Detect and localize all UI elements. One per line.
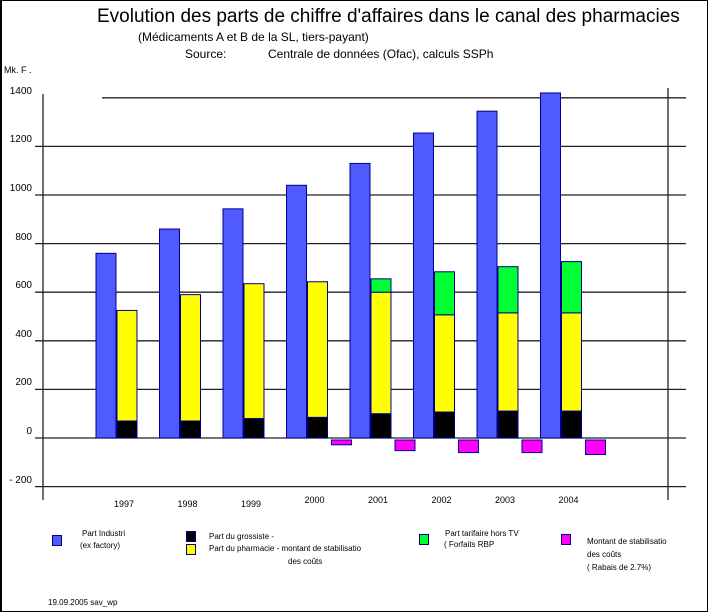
legend-label-wholesaler: Part du grossiste - — [209, 532, 274, 541]
legend-swatch-wholesaler — [186, 531, 196, 542]
y-tick-label: 600 — [15, 280, 32, 292]
legend-swatch-industry — [52, 535, 62, 546]
bar-wholesaler-2001 — [370, 413, 392, 439]
bar-industry-2003 — [476, 110, 498, 439]
x-tick-label: 2004 — [558, 495, 579, 505]
y-tick-label: 400 — [15, 328, 32, 340]
x-tick-label: 2000 — [304, 495, 325, 505]
y-tick-label: 0 — [26, 426, 32, 437]
legend-swatch-pharmacy — [186, 544, 196, 555]
y-tick-label: 800 — [15, 231, 32, 243]
bar-industry-2001 — [349, 162, 371, 439]
x-tick-label: 2002 — [431, 495, 452, 505]
bar-wholesaler-2004 — [561, 410, 582, 439]
legend-label-tariff-1: Part tarifaire hors TV — [445, 529, 519, 538]
x-tick-label: 1997 — [113, 499, 135, 509]
legend-label-tariff-2: ( Forfaits RBP — [444, 540, 495, 549]
bar-pharmacy-2000 — [307, 281, 328, 418]
bar-industry-1998 — [159, 228, 180, 439]
x-tick-label: 1998 — [177, 499, 198, 509]
legend-swatch-tariff — [419, 534, 429, 545]
bar-industry-1999 — [222, 208, 244, 439]
bar-industry-2002 — [413, 132, 434, 439]
chart-subtitle: (Médicaments A et B de la SL, tiers-paya… — [138, 30, 369, 44]
bar-rebate-2002 — [458, 439, 479, 454]
bar-industry-2004 — [540, 92, 561, 439]
legend-swatch-rebate — [561, 534, 571, 545]
legend-label-pharmacy-2: des coûts — [288, 557, 323, 566]
bar-wholesaler-2003 — [497, 410, 519, 439]
legend-label-industry-2: (ex factory) — [80, 541, 121, 550]
legend-label-rebate-3: ( Rabais de 2.7%) — [587, 563, 652, 572]
y-tick-label: 1000 — [9, 183, 32, 194]
bar-rebate-2004 — [585, 439, 606, 456]
bar-pharmacy-2002 — [434, 314, 455, 413]
bar-pharmacy-2003 — [497, 312, 519, 412]
bar-tariff-2004 — [561, 261, 582, 314]
bar-industry-1997 — [95, 252, 117, 439]
bar-pharmacy-1997 — [116, 309, 138, 422]
bar-wholesaler-1997 — [116, 420, 138, 439]
x-tick-label: 1999 — [240, 499, 262, 509]
y-axis-unit: Mk. F . — [4, 65, 32, 75]
bar-wholesaler-1999 — [243, 418, 265, 439]
y-tick-label: 1200 — [9, 134, 32, 146]
y-tick-label: 200 — [15, 377, 32, 389]
bar-tariff-2001 — [370, 278, 392, 293]
y-tick-label: 1400 — [9, 85, 32, 97]
legend-label-industry-1: Part Industri — [82, 529, 126, 538]
bar-wholesaler-2000 — [307, 416, 328, 439]
bar-pharmacy-1998 — [180, 294, 201, 422]
x-tick-label: 2001 — [367, 495, 389, 505]
bar-tariff-2003 — [497, 266, 519, 314]
bar-pharmacy-2001 — [370, 291, 392, 415]
legend-label-rebate-1: Montant de stabilisatio — [587, 537, 667, 546]
bar-rebate-2000 — [331, 439, 352, 446]
bar-pharmacy-2004 — [561, 312, 582, 412]
legend-label-pharmacy-1: Part du pharmacie - montant de stabilisa… — [209, 544, 362, 553]
bar-rebate-2001 — [394, 439, 416, 452]
bar-rebate-2003 — [521, 439, 543, 454]
legend-label-rebate-2: des coûts — [587, 550, 622, 559]
chart-title: Evolution des parts de chiffre d'affaire… — [97, 6, 680, 27]
source-value: Centrale de données (Ofac), calculs SSPh — [268, 47, 494, 61]
source-label: Source: — [185, 47, 227, 61]
y-tick-label: - 200 — [9, 474, 32, 486]
bar-wholesaler-1998 — [180, 420, 201, 439]
footer-text: 19.09.2005 sav_wp — [48, 598, 118, 607]
bar-wholesaler-2002 — [434, 411, 455, 439]
x-tick-label: 2003 — [494, 495, 516, 505]
bar-tariff-2002 — [434, 271, 455, 316]
bar-pharmacy-1999 — [243, 283, 265, 420]
bar-industry-2000 — [286, 184, 307, 439]
